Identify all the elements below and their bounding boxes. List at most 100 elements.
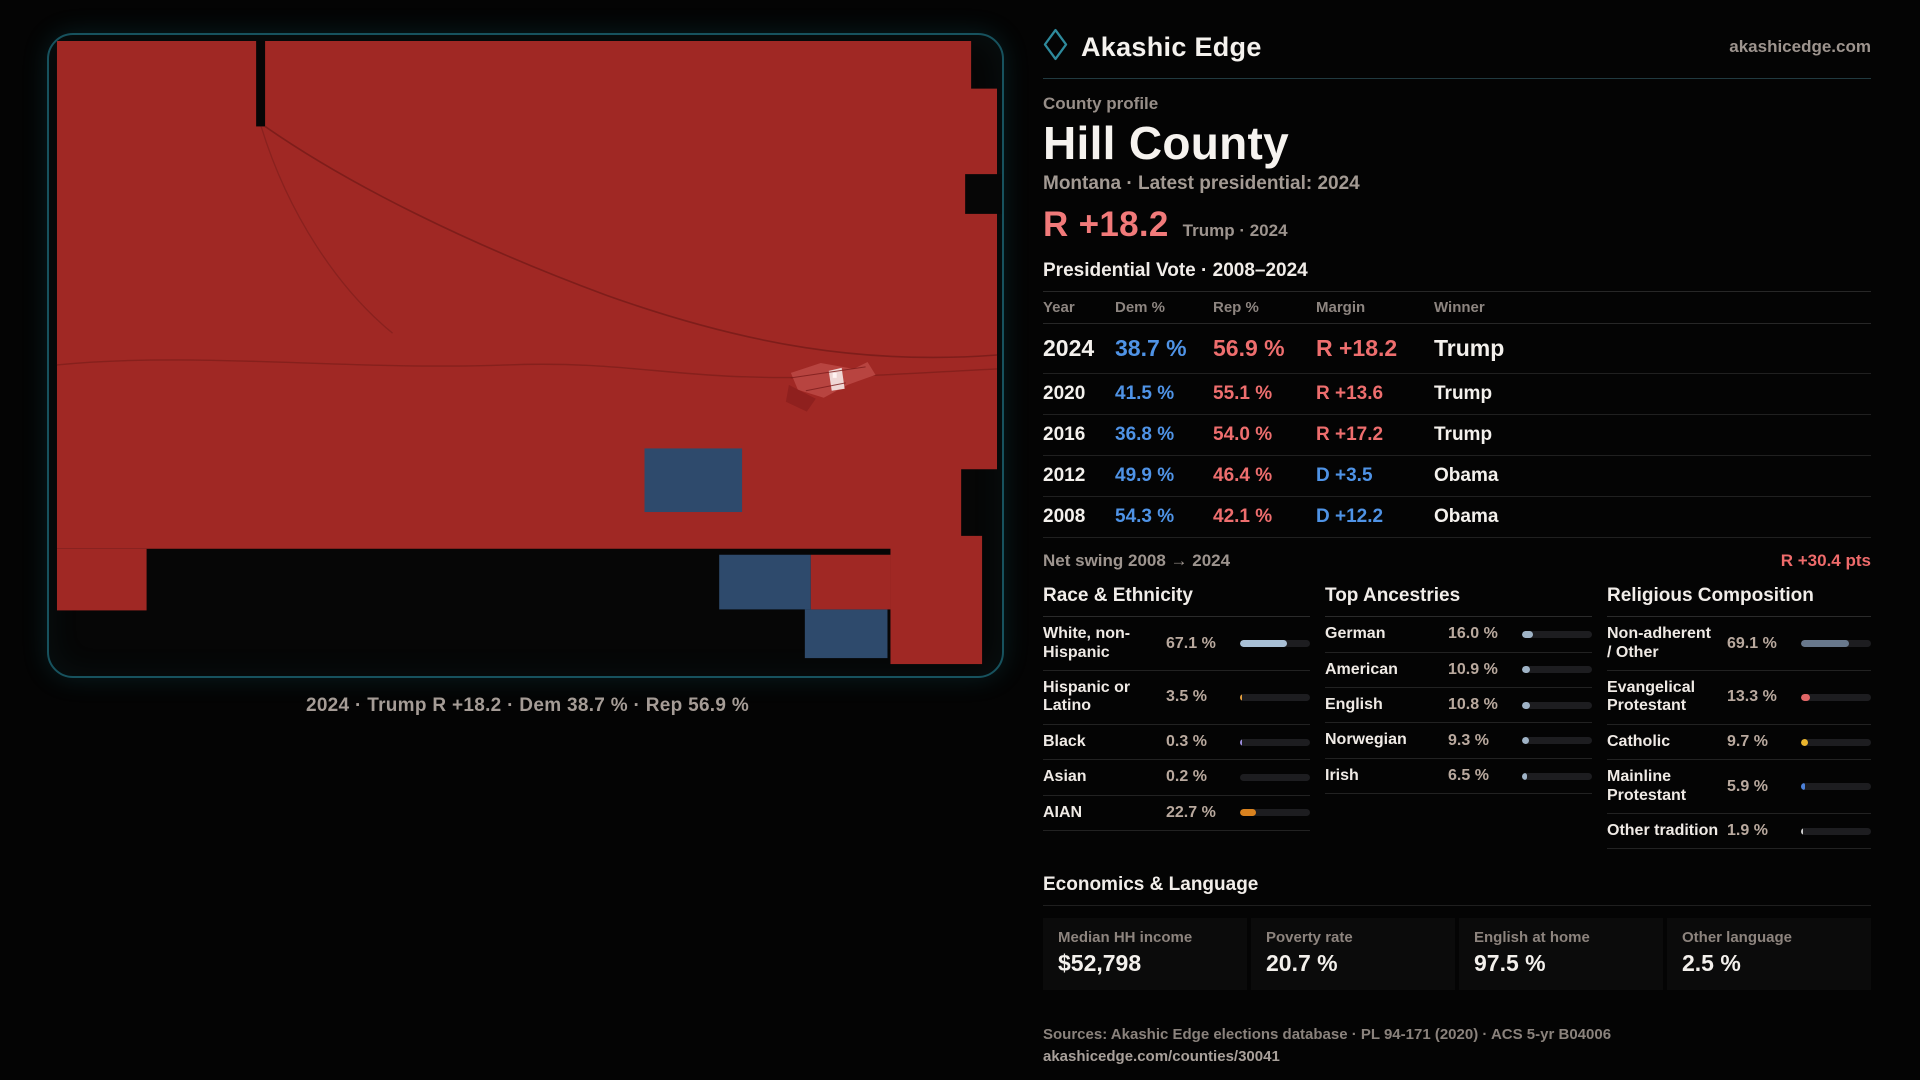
ancestries-heading: Top Ancestries	[1325, 585, 1592, 618]
row-value: 3.5 %	[1166, 688, 1207, 706]
dem-cell: 49.9 %	[1115, 465, 1175, 487]
row-value: 1.9 %	[1727, 822, 1768, 840]
lead-margin: R +18.2	[1043, 205, 1169, 245]
row-value: 10.9 %	[1448, 660, 1498, 678]
site-link[interactable]: akashicedge.com	[1729, 37, 1871, 56]
rep-cell: 56.9 %	[1213, 335, 1285, 362]
stat-card: Poverty rate 20.7 %	[1251, 918, 1455, 991]
col-year: Year	[1043, 299, 1075, 317]
map-caption: 2024 · Trump R +18.2 · Dem 38.7 % · Rep …	[305, 695, 750, 716]
mini-bar	[1522, 772, 1592, 780]
header: Akashic Edge akashicedge.com	[1043, 28, 1871, 66]
economics-heading: Economics & Language	[1043, 874, 1259, 896]
rep-cell: 55.1 %	[1213, 383, 1273, 405]
col-rep: Rep %	[1213, 299, 1259, 317]
mini-bar	[1522, 701, 1592, 709]
lead-margin-row: R +18.2 Trump · 2024	[1043, 205, 1871, 245]
table-row: 2016 36.8 % 54.0 % R +17.2 Trump	[1043, 415, 1871, 457]
economics-divider	[1043, 905, 1871, 907]
mini-bar	[1240, 640, 1310, 648]
vote-table-title: Presidential Vote · 2008–2024	[1043, 260, 1308, 282]
list-item: Other tradition 1.9 %	[1607, 814, 1871, 850]
stat-card: English at home 97.5 %	[1459, 918, 1663, 991]
county-permalink[interactable]: akashicedge.com/counties/30041	[1043, 1048, 1280, 1066]
list-item: American 10.9 %	[1325, 653, 1592, 689]
margin-cell: D +3.5	[1316, 465, 1373, 487]
col-margin: Margin	[1316, 299, 1366, 317]
mini-bar	[1522, 666, 1592, 674]
mini-bar	[1522, 630, 1592, 638]
dem-cell: 38.7 %	[1115, 335, 1187, 362]
stat-card: Median HH income $52,798	[1043, 918, 1247, 991]
row-label: Black	[1043, 732, 1086, 750]
race-heading: Race & Ethnicity	[1043, 585, 1310, 618]
lead-context: Trump · 2024	[1182, 221, 1288, 241]
rep-cell: 42.1 %	[1213, 506, 1273, 528]
precinct-map-svg	[56, 40, 1002, 665]
mini-bar	[1240, 773, 1310, 781]
stat-value: 2.5 %	[1682, 950, 1741, 977]
year-cell: 2020	[1043, 383, 1086, 405]
vote-table: Year Dem % Rep % Margin Winner 2024 38.7…	[1043, 291, 1871, 539]
row-label: Catholic	[1607, 732, 1671, 750]
dem-cell: 54.3 %	[1115, 506, 1175, 528]
list-item: Hispanic or Latino 3.5 %	[1043, 671, 1310, 725]
county-profile-panel: Akashic Edge akashicedge.com County prof…	[1043, 0, 1871, 1065]
margin-cell: R +17.2	[1316, 424, 1384, 446]
stat-value: $52,798	[1058, 950, 1142, 977]
row-value: 69.1 %	[1727, 634, 1777, 652]
race-ethnicity-column: Race & Ethnicity White, non-Hispanic 67.…	[1043, 585, 1310, 849]
col-winner: Winner	[1434, 299, 1485, 317]
sources-line: Sources: Akashic Edge elections database…	[1043, 1026, 1612, 1044]
mini-bar	[1522, 737, 1592, 745]
row-value: 6.5 %	[1448, 767, 1489, 785]
rep-cell: 46.4 %	[1213, 465, 1273, 487]
economics-cards: Median HH income $52,798 Poverty rate 20…	[1043, 918, 1871, 991]
mini-bar	[1801, 693, 1871, 701]
row-value: 9.3 %	[1448, 731, 1489, 749]
stat-label: English at home	[1474, 929, 1590, 947]
list-item: Asian 0.2 %	[1043, 760, 1310, 796]
diamond-icon	[1043, 28, 1068, 66]
dem-cell: 36.8 %	[1115, 424, 1175, 446]
county-precinct-map[interactable]	[47, 33, 1004, 678]
vote-table-header: Year Dem % Rep % Margin Winner	[1043, 291, 1871, 325]
stat-value: 20.7 %	[1266, 950, 1338, 977]
list-item: Irish 6.5 %	[1325, 759, 1592, 795]
table-row: 2012 49.9 % 46.4 % D +3.5 Obama	[1043, 456, 1871, 498]
row-label: White, non-Hispanic	[1043, 625, 1131, 661]
row-value: 16.0 %	[1448, 625, 1498, 643]
row-value: 22.7 %	[1166, 803, 1216, 821]
row-label: Other tradition	[1607, 822, 1719, 839]
row-value: 10.8 %	[1448, 696, 1498, 714]
stat-card: Other language 2.5 %	[1667, 918, 1871, 991]
stat-label: Poverty rate	[1266, 929, 1353, 947]
brand-name: Akashic Edge	[1081, 31, 1262, 62]
row-value: 5.9 %	[1727, 777, 1768, 795]
year-cell: 2012	[1043, 465, 1086, 487]
row-value: 67.1 %	[1166, 634, 1216, 652]
row-value: 9.7 %	[1727, 733, 1768, 751]
net-swing-value: R +30.4 pts	[1780, 551, 1871, 571]
mini-bar	[1801, 783, 1871, 791]
table-row: 2008 54.3 % 42.1 % D +12.2 Obama	[1043, 497, 1871, 539]
year-cell: 2008	[1043, 506, 1086, 528]
stat-label: Other language	[1682, 929, 1793, 947]
demographics-section: Race & Ethnicity White, non-Hispanic 67.…	[1043, 585, 1871, 850]
row-value: 0.2 %	[1166, 768, 1207, 786]
ancestries-column: Top Ancestries German 16.0 % American 10…	[1325, 585, 1592, 849]
row-label: Irish	[1325, 766, 1359, 784]
row-label: Asian	[1043, 768, 1087, 786]
year-cell: 2016	[1043, 424, 1086, 446]
winner-cell: Obama	[1434, 506, 1499, 528]
row-label: Evangelical Protestant	[1607, 679, 1696, 715]
list-item: White, non-Hispanic 67.1 %	[1043, 617, 1310, 672]
row-label: English	[1325, 696, 1383, 714]
mini-bar	[1801, 738, 1871, 746]
row-label: Mainline Protestant	[1607, 768, 1687, 804]
winner-cell: Trump	[1434, 335, 1505, 362]
stat-value: 97.5 %	[1474, 950, 1546, 977]
winner-cell: Obama	[1434, 465, 1499, 487]
row-value: 0.3 %	[1166, 733, 1207, 751]
mini-bar	[1240, 809, 1310, 817]
